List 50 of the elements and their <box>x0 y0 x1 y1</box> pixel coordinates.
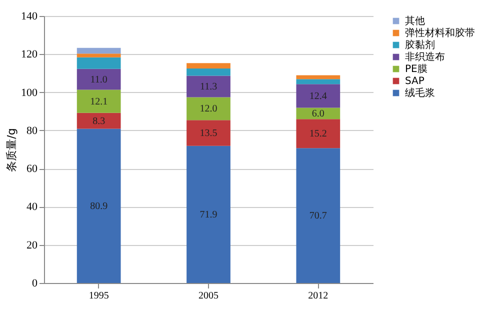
y-tick-label: 20 <box>26 239 38 252</box>
bar <box>296 84 340 108</box>
bar <box>76 112 121 129</box>
x-tick-label: 2012 <box>308 290 328 302</box>
data-label: 70.7 <box>309 210 327 222</box>
legend-label: 弹性材料和胶带 <box>405 27 475 39</box>
bar <box>186 120 230 146</box>
data-label: 15.2 <box>309 128 327 140</box>
y-tick-label: 80 <box>26 124 38 137</box>
bar <box>76 68 121 90</box>
bar <box>76 128 121 283</box>
bar <box>186 146 230 283</box>
y-tick-label: 60 <box>26 163 38 176</box>
bar <box>76 54 121 58</box>
data-label: 11.0 <box>90 74 108 86</box>
data-label: 12.4 <box>309 90 327 102</box>
bar <box>296 119 340 148</box>
legend-label: SAP <box>405 76 424 87</box>
data-label: 6.0 <box>312 108 324 120</box>
y-tick-label: 140 <box>21 10 38 22</box>
data-label: 12.0 <box>200 104 218 115</box>
bar <box>76 48 121 54</box>
y-axis-title: 条质量/g <box>5 128 18 172</box>
y-tick-label: 0 <box>32 278 38 290</box>
bar <box>296 148 340 283</box>
bar <box>186 76 230 98</box>
data-label: 71.9 <box>200 209 218 220</box>
data-label: 11.3 <box>200 81 218 92</box>
bar <box>76 90 121 113</box>
legend-label: PE膜 <box>405 63 428 75</box>
data-label: 12.1 <box>90 96 108 108</box>
legend-label: 非织造布 <box>405 51 445 63</box>
bar <box>296 79 340 84</box>
data-label: 13.5 <box>200 128 218 140</box>
legend-label: 绒毛浆 <box>405 87 435 99</box>
legend-label: 胶黏剂 <box>405 39 435 51</box>
data-label: 8.3 <box>92 116 106 127</box>
y-tick-label: 100 <box>21 86 38 99</box>
bar <box>76 57 121 69</box>
data-label: 80.9 <box>90 200 108 212</box>
y-tick-label: 40 <box>26 201 38 214</box>
x-tick-label: 2005 <box>198 290 218 302</box>
bar <box>186 63 230 68</box>
legend-label: 其他 <box>405 15 425 27</box>
bar <box>186 97 230 120</box>
x-tick-label: 1995 <box>88 290 109 302</box>
bar <box>186 68 230 76</box>
bar <box>296 75 340 80</box>
bar <box>296 108 340 120</box>
y-tick-label: 120 <box>21 48 38 61</box>
